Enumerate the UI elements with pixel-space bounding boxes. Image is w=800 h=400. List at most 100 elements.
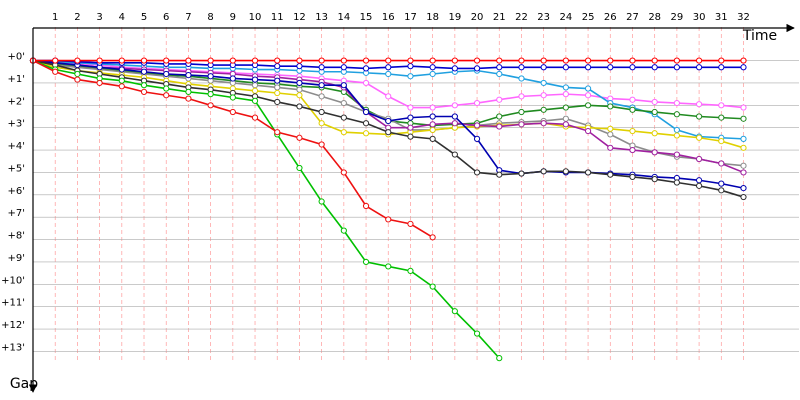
point <box>740 57 747 64</box>
point <box>362 202 370 210</box>
point <box>362 258 370 266</box>
point <box>496 113 503 120</box>
point <box>629 64 636 71</box>
point <box>251 57 259 64</box>
point <box>718 187 725 194</box>
point <box>540 79 547 87</box>
point <box>296 92 303 99</box>
point <box>718 160 725 167</box>
x-tick-label: 24 <box>560 12 573 23</box>
point <box>673 126 680 134</box>
point <box>318 120 325 127</box>
y-tick-label: +10' <box>1 275 25 286</box>
point <box>651 149 658 156</box>
point <box>740 144 747 151</box>
point <box>385 64 392 71</box>
point <box>518 121 525 128</box>
point <box>52 68 59 75</box>
point <box>385 263 392 270</box>
point <box>251 114 259 121</box>
point <box>163 70 170 78</box>
point <box>429 70 436 78</box>
point <box>362 108 370 116</box>
y-tick-label: +12' <box>1 320 25 331</box>
point <box>362 130 370 137</box>
point <box>385 129 392 136</box>
x-tick-label: 17 <box>404 12 417 23</box>
point <box>651 108 658 116</box>
point <box>562 168 569 175</box>
point <box>718 64 725 71</box>
point <box>695 101 703 108</box>
x-tick-label: 25 <box>582 12 595 23</box>
point <box>629 96 636 103</box>
x-tick-label: 2 <box>74 12 80 23</box>
point <box>74 76 81 83</box>
point <box>340 129 347 136</box>
point <box>340 64 347 71</box>
x-tick-label: 18 <box>426 12 439 23</box>
x-tick-label: 11 <box>271 12 284 23</box>
point <box>318 82 325 89</box>
point <box>540 64 547 71</box>
x-tick-label: 6 <box>163 12 169 23</box>
point <box>296 164 303 172</box>
point <box>274 129 281 136</box>
point <box>584 169 592 176</box>
point <box>296 57 303 64</box>
point <box>518 57 525 64</box>
point <box>118 77 125 84</box>
point <box>296 63 303 70</box>
point <box>451 65 458 72</box>
point <box>340 227 347 234</box>
point <box>207 102 214 109</box>
y-tick-label: +2' <box>8 96 26 107</box>
point <box>407 124 414 131</box>
point <box>385 117 392 125</box>
point <box>362 120 370 127</box>
point <box>562 91 569 98</box>
point <box>651 98 658 106</box>
point <box>629 146 636 154</box>
point <box>473 135 481 142</box>
x-tick-label: 30 <box>693 12 706 23</box>
x-tick-label: 22 <box>515 12 528 23</box>
y-tick-label: +13' <box>1 342 25 353</box>
point <box>496 171 503 178</box>
point <box>584 127 592 135</box>
point <box>318 141 325 148</box>
point <box>584 102 592 109</box>
point <box>407 133 414 140</box>
point <box>695 155 703 163</box>
point <box>140 82 148 89</box>
point <box>584 92 592 99</box>
point <box>496 123 503 130</box>
point <box>740 162 747 169</box>
point <box>607 131 614 138</box>
x-tick-label: 16 <box>382 12 395 23</box>
point <box>163 92 170 99</box>
point <box>429 126 436 134</box>
point <box>518 75 525 82</box>
x-tick-label: 32 <box>737 12 750 23</box>
x-tick-label: 29 <box>671 12 684 23</box>
point <box>540 92 547 99</box>
point <box>673 111 680 118</box>
point <box>251 87 259 94</box>
point <box>274 77 281 84</box>
x-tick-label: 3 <box>96 12 102 23</box>
point <box>207 91 214 98</box>
point <box>251 82 259 89</box>
x-tick-label: 1 <box>52 12 58 23</box>
point <box>229 108 236 116</box>
point <box>340 82 347 89</box>
point <box>673 132 680 139</box>
point <box>518 108 525 116</box>
point <box>318 93 325 100</box>
point <box>584 64 592 71</box>
point <box>562 64 569 71</box>
x-tick-label: 27 <box>626 12 639 23</box>
point <box>607 57 614 64</box>
point <box>629 173 636 181</box>
x-tick-label: 12 <box>293 12 306 23</box>
